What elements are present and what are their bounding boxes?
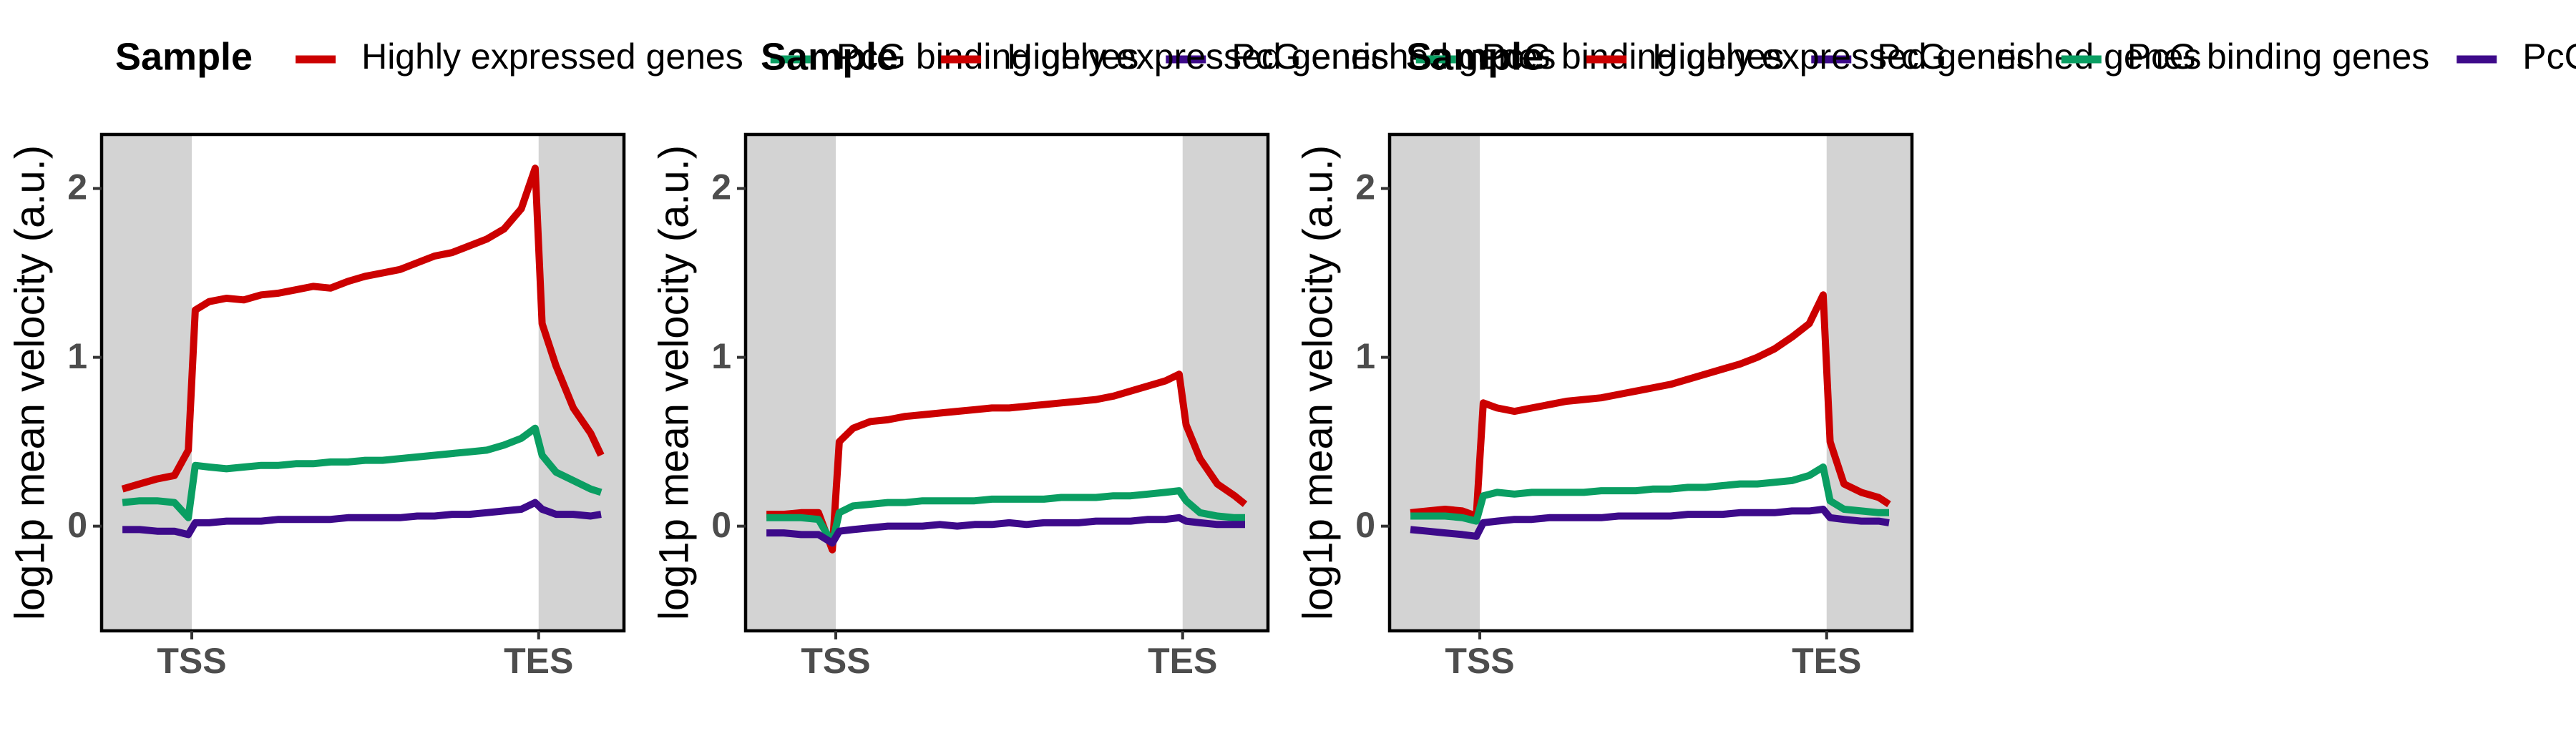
y-tick-label: 1 xyxy=(1355,336,1375,376)
flank-shade xyxy=(538,134,624,631)
y-tick-label: 0 xyxy=(711,505,731,545)
plot-border xyxy=(99,132,626,633)
flank-shade xyxy=(1182,134,1268,631)
flank-shade xyxy=(1390,134,1480,631)
data-line xyxy=(766,487,1245,547)
x-tick-label: TES xyxy=(1148,641,1217,681)
data-line xyxy=(122,424,602,521)
x-tick-label: TES xyxy=(504,641,573,681)
data-line xyxy=(122,499,602,539)
data-line xyxy=(121,165,605,493)
panel: 0 1 2 TSS TES log1p mean velocity (a.u.) Sampl… xyxy=(1294,35,2576,681)
data-line xyxy=(766,514,1245,547)
flank-shade xyxy=(746,134,836,631)
legend-label: Highly expressed genes xyxy=(1652,36,2034,77)
legend-label: Highly expressed genes xyxy=(361,36,743,77)
x-tick-label: TSS xyxy=(1445,641,1514,681)
data-line xyxy=(1410,463,1889,525)
y-tick-label: 0 xyxy=(67,505,87,545)
x-tick-label: TSS xyxy=(157,641,226,681)
legend-title: Sample xyxy=(115,35,253,78)
legend-label: PcG binding genes xyxy=(836,36,1139,77)
legend-label: PcG enriched genes xyxy=(1877,36,2201,77)
y-tick-label: 0 xyxy=(1355,505,1375,545)
legend-label: PcG enriched genes xyxy=(2522,36,2576,77)
y-axis-title: log1p mean velocity (a.u.) xyxy=(6,145,53,620)
y-tick-label: 2 xyxy=(1355,167,1375,207)
y-tick-label: 2 xyxy=(711,167,731,207)
y-tick-label: 1 xyxy=(711,336,731,376)
y-axis-title: log1p mean velocity (a.u.) xyxy=(1294,145,1341,620)
legend-label: PcG binding genes xyxy=(1482,36,1785,77)
plot-border xyxy=(743,132,1270,633)
data-line xyxy=(766,370,1248,554)
flank-shade xyxy=(1826,134,1912,631)
data-line xyxy=(1410,506,1890,540)
x-tick-label: TSS xyxy=(801,641,870,681)
x-tick-label: TES xyxy=(1792,641,1861,681)
plot-border xyxy=(1387,132,1914,633)
panel: 0 1 2 TSS TES log1p mean velocity (a.u.) Sampl… xyxy=(6,35,1556,681)
legend-label: PcG binding genes xyxy=(2127,36,2430,77)
flank-shade xyxy=(102,134,192,631)
y-tick-label: 2 xyxy=(67,167,87,207)
legend-label: Highly expressed genes xyxy=(1007,36,1389,77)
panel: 0 1 2 TSS TES log1p mean velocity (a.u.) Sampl… xyxy=(650,35,2201,681)
legend-title: Sample xyxy=(761,35,898,78)
y-tick-label: 1 xyxy=(67,336,87,376)
data-line xyxy=(1410,291,1891,520)
y-axis-title: log1p mean velocity (a.u.) xyxy=(650,145,697,620)
legend-label: PcG enriched genes xyxy=(1231,36,1556,77)
legend-title: Sample xyxy=(1406,35,1543,78)
